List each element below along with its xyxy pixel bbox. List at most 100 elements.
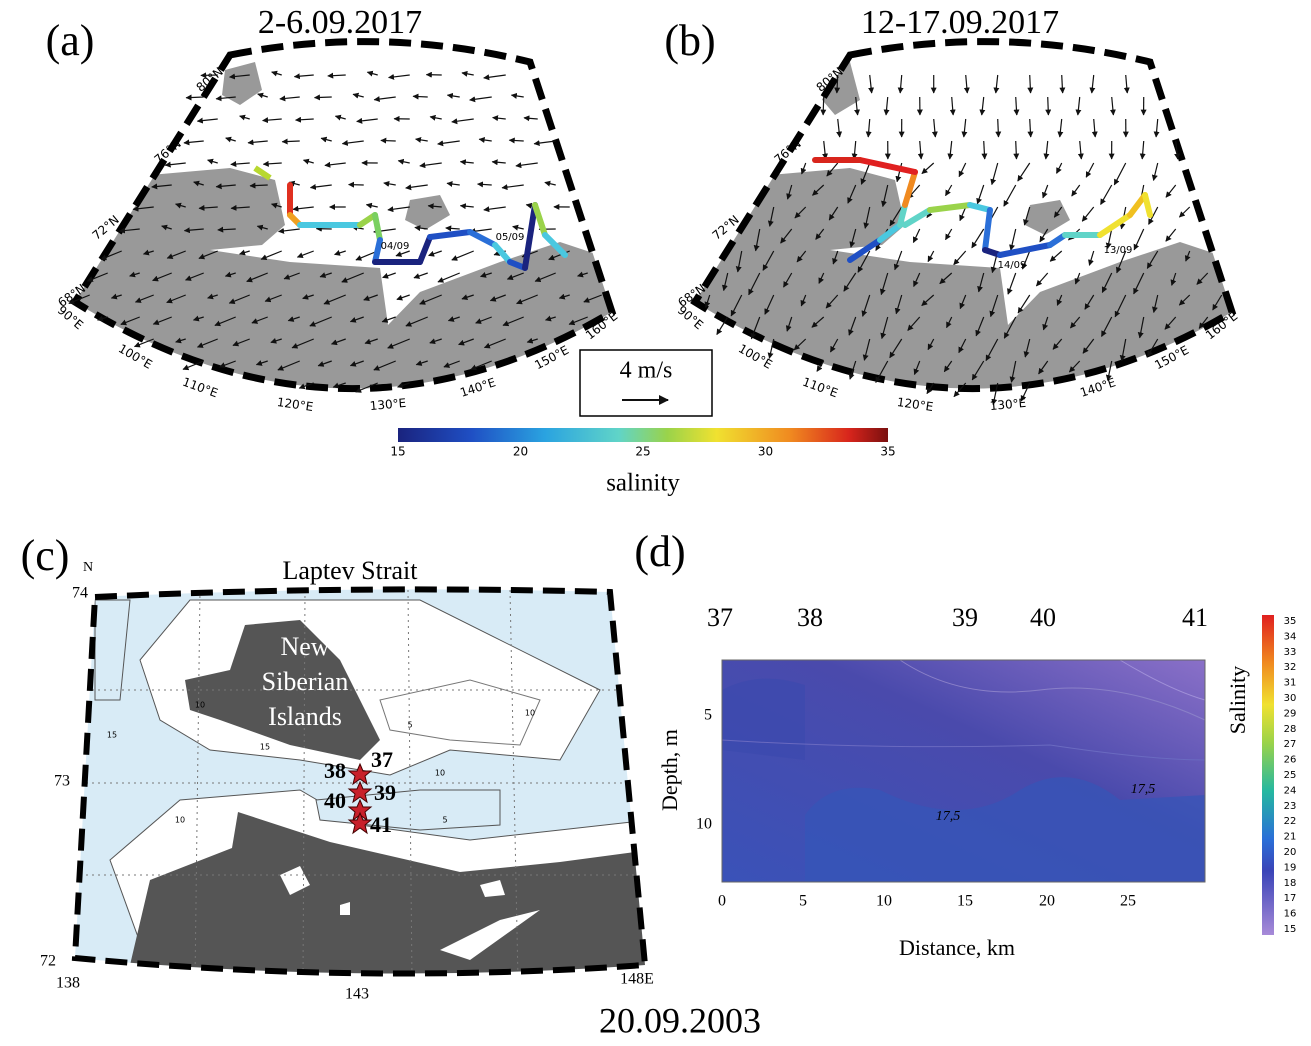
x-tick-label: 15	[957, 893, 973, 910]
contour-label: 5	[442, 816, 447, 825]
x-axis-label: Distance, km	[899, 935, 1015, 960]
panel-label: (a)	[46, 16, 95, 65]
colorbar-tick: 20	[513, 445, 528, 459]
colorbar-label: Salinity	[1225, 666, 1250, 734]
lon-label: 120°E	[896, 395, 934, 414]
colorbar-tick: 34	[1284, 631, 1297, 642]
lat-label: 73	[54, 773, 70, 790]
contour-label: 10	[195, 701, 205, 710]
colorbar-tick: 22	[1284, 816, 1297, 827]
colorbar-tick: 23	[1284, 801, 1297, 812]
wind-arrow	[998, 119, 999, 137]
panel-label: (b)	[664, 16, 715, 65]
colorbar-tick: 31	[1284, 678, 1297, 689]
map-a	[60, 42, 620, 480]
station-label: 38	[324, 758, 346, 783]
date-label: 04/09	[381, 241, 410, 252]
y-tick-label: 10	[696, 816, 712, 833]
wind-arrow	[509, 140, 523, 141]
contour-label: 17,5	[1131, 782, 1156, 797]
wind-arrow	[1030, 75, 1031, 93]
lon-label: 130°E	[369, 396, 407, 413]
wind-arrow	[381, 140, 396, 141]
colorbar-tick: 27	[1284, 739, 1297, 750]
section-d	[722, 615, 1274, 935]
contour-label: 10	[525, 709, 535, 718]
contour-label: 17,5	[936, 809, 961, 824]
colorbar-tick: 30	[1284, 693, 1297, 704]
colorbar-tick: 33	[1284, 647, 1297, 658]
figure: 4 m/s salinity	[0, 0, 1311, 1046]
wind-arrow	[1016, 141, 1017, 159]
wind-arrow	[1048, 97, 1049, 115]
contour-label: 5	[407, 721, 412, 730]
wind-arrow	[282, 141, 299, 142]
wind-arrow	[186, 97, 204, 98]
y-tick-label: 5	[704, 707, 712, 724]
colorbar-tick: 16	[1284, 909, 1297, 920]
north-label: N	[83, 560, 93, 575]
wind-arrow	[250, 185, 268, 186]
colorbar-tick: 18	[1284, 878, 1297, 889]
lon-label: 130°E	[989, 396, 1027, 413]
station-label: 40	[324, 788, 346, 813]
colorbar	[398, 428, 888, 442]
lon-label: 143	[345, 986, 369, 1003]
station-label: 39	[952, 603, 978, 632]
lon-label: 110°E	[181, 375, 220, 401]
lon-label: 120°E	[276, 395, 314, 414]
station-label: 39	[374, 780, 396, 805]
x-tick-label: 10	[876, 893, 892, 910]
contour-label: 15	[260, 743, 270, 752]
colorbar-tick: 17	[1284, 893, 1297, 904]
station-label: 38	[797, 603, 823, 632]
lat-label: 72	[40, 953, 56, 970]
x-tick-label: 5	[799, 893, 807, 910]
map-b	[680, 42, 1240, 480]
colorbar-tick: 35	[1284, 616, 1297, 627]
colorbar-tick: 35	[880, 445, 895, 459]
panel-label: (c)	[21, 531, 70, 580]
colorbar-tick: 30	[758, 445, 773, 459]
x-tick-label: 25	[1120, 893, 1136, 910]
colorbar-tick: 20	[1284, 847, 1297, 858]
colorbar-label: salinity	[606, 470, 680, 497]
lat-label: 74	[72, 585, 88, 602]
station-label: 37	[371, 747, 393, 772]
lon-label: 140°E	[1078, 375, 1117, 400]
lon-label: 100°E	[736, 341, 775, 371]
date-label: 05/09	[496, 232, 525, 243]
contour-label: 15	[107, 731, 117, 740]
lon-label: 140°E	[458, 375, 497, 400]
colorbar-tick: 29	[1284, 708, 1297, 719]
lon-label: 110°E	[801, 375, 840, 401]
colorbar-tick: 21	[1284, 832, 1297, 843]
colorbar-tick: 25	[1284, 770, 1297, 781]
colorbar-tick: 24	[1284, 785, 1297, 796]
y-axis-label: Depth, m	[657, 729, 682, 811]
lon-label: 138	[56, 975, 80, 992]
x-tick-label: 20	[1039, 893, 1055, 910]
wind-arrow	[823, 97, 824, 115]
colorbar-tick: 15	[1284, 924, 1297, 935]
panel-title: Laptev Strait	[282, 556, 418, 585]
x-tick-label: 0	[718, 893, 726, 910]
colorbar-tick: 19	[1284, 862, 1297, 873]
station-label: 41	[1182, 603, 1208, 632]
station-label: 40	[1030, 603, 1056, 632]
colorbar-tick: 32	[1284, 662, 1297, 673]
wind-arrow	[315, 97, 332, 98]
lon-label: 148E	[620, 971, 654, 988]
panel-title: 2-6.09.2017	[258, 4, 422, 41]
scale-label: 4 m/s	[620, 358, 673, 384]
colorbar-tick: 26	[1284, 755, 1297, 766]
colorbar-tick: 25	[635, 445, 650, 459]
wind-arrow	[413, 96, 428, 97]
contour-label: 10	[175, 816, 185, 825]
panel-title: 12-17.09.2017	[861, 4, 1059, 41]
island-label: Islands	[268, 702, 342, 731]
date-label: 13/09	[1104, 245, 1133, 256]
contour-label: 10	[435, 769, 445, 778]
colorbar-tick: 15	[390, 445, 405, 459]
footer-date: 20.09.2003	[599, 1000, 761, 1040]
